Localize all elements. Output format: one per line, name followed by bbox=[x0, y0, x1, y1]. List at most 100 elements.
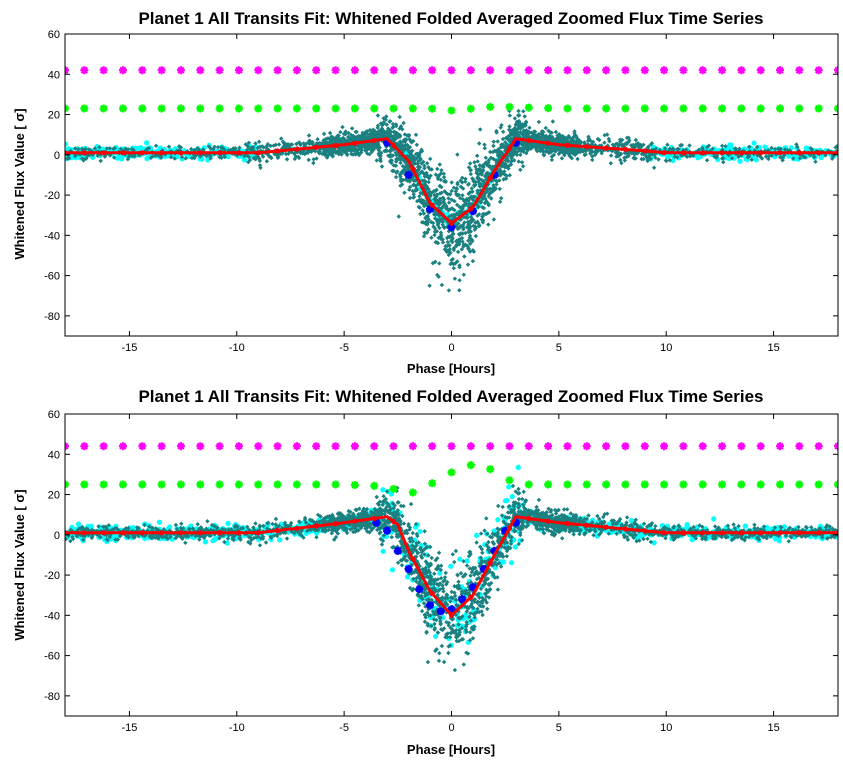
green-point bbox=[254, 480, 263, 489]
green-point bbox=[621, 104, 630, 113]
green-point bbox=[215, 480, 224, 489]
green-point bbox=[389, 484, 398, 493]
magenta-point bbox=[254, 66, 263, 75]
red-model-point bbox=[642, 528, 648, 534]
magenta-point bbox=[505, 66, 514, 75]
red-model-point bbox=[294, 525, 300, 531]
green-point bbox=[196, 480, 205, 489]
magenta-point bbox=[814, 442, 823, 451]
chart-title: Planet 1 All Transits Fit: Whitened Fold… bbox=[138, 9, 763, 28]
magenta-point bbox=[196, 442, 205, 451]
red-model-point bbox=[313, 144, 319, 150]
magenta-point bbox=[756, 442, 765, 451]
red-model-point bbox=[468, 206, 474, 212]
y-tick-label: -40 bbox=[44, 230, 60, 242]
red-model-point bbox=[333, 142, 339, 149]
red-model-point bbox=[217, 150, 223, 156]
magenta-point bbox=[428, 66, 437, 75]
magenta-point bbox=[99, 66, 108, 75]
magenta-point bbox=[312, 66, 321, 75]
green-point bbox=[350, 104, 359, 113]
magenta-point bbox=[505, 442, 514, 451]
magenta-point bbox=[679, 66, 688, 75]
green-point bbox=[737, 480, 746, 489]
red-model-point bbox=[584, 522, 590, 528]
x-tick-label: -10 bbox=[229, 342, 245, 354]
y-tick-label: -60 bbox=[44, 651, 60, 663]
green-point bbox=[563, 104, 572, 113]
red-model-point bbox=[81, 150, 87, 156]
red-model-point bbox=[429, 202, 435, 208]
x-tick-label: 5 bbox=[556, 722, 562, 734]
red-model-point bbox=[139, 150, 145, 156]
red-model-point bbox=[197, 150, 203, 156]
red-model-point bbox=[139, 530, 145, 536]
red-model-point bbox=[120, 530, 126, 536]
blue-series bbox=[372, 518, 520, 616]
x-tick-label: 15 bbox=[767, 342, 779, 354]
magenta-point bbox=[698, 442, 707, 451]
green-point bbox=[234, 480, 243, 489]
x-tick-label: 5 bbox=[556, 342, 562, 354]
green-point bbox=[331, 104, 340, 113]
x-tick-label: -10 bbox=[229, 722, 245, 734]
red-model-point bbox=[371, 137, 377, 144]
green-point bbox=[505, 102, 514, 111]
magenta-point bbox=[331, 66, 340, 75]
blue-point bbox=[383, 138, 392, 147]
red-model-point bbox=[236, 530, 242, 536]
magenta-point bbox=[254, 442, 263, 451]
red-model-point bbox=[120, 150, 126, 156]
blue-point bbox=[469, 207, 477, 216]
magenta-point bbox=[466, 442, 475, 451]
magenta-point bbox=[234, 66, 243, 75]
blue-point bbox=[383, 526, 392, 535]
green-point bbox=[80, 480, 89, 489]
y-tick-label: 20 bbox=[48, 490, 60, 502]
red-model-point bbox=[603, 524, 609, 530]
magenta-point bbox=[350, 66, 359, 75]
x-tick-label: -15 bbox=[121, 722, 137, 734]
red-model-point bbox=[796, 530, 803, 536]
green-point bbox=[138, 104, 147, 113]
blue-point bbox=[436, 607, 445, 616]
red-model-point bbox=[352, 518, 358, 524]
red-model-point bbox=[661, 530, 667, 536]
magenta-point bbox=[486, 442, 495, 451]
green-point bbox=[486, 465, 495, 474]
green-point bbox=[119, 104, 127, 113]
chart-title: Planet 1 All Transits Fit: Whitened Fold… bbox=[138, 387, 763, 406]
green-point bbox=[292, 104, 301, 113]
magenta-point bbox=[718, 66, 727, 75]
green-point bbox=[776, 480, 784, 489]
green-point bbox=[698, 480, 707, 489]
red-model-point bbox=[545, 140, 551, 146]
green-point bbox=[814, 480, 823, 489]
red-model-point bbox=[526, 515, 532, 522]
red-model-point bbox=[448, 612, 455, 618]
magenta-point bbox=[602, 442, 611, 451]
y-tick-label: -80 bbox=[44, 311, 60, 323]
red-model-point bbox=[159, 530, 165, 536]
y-tick-label: 60 bbox=[48, 29, 60, 41]
red-model-point bbox=[236, 150, 242, 156]
magenta-point bbox=[273, 442, 282, 451]
green-point bbox=[428, 479, 437, 488]
red-model-point bbox=[700, 150, 706, 156]
green-series bbox=[65, 461, 838, 497]
red-model-point bbox=[294, 146, 300, 152]
x-tick-label: -5 bbox=[339, 342, 349, 354]
green-point bbox=[157, 480, 166, 489]
green-point bbox=[698, 104, 707, 113]
red-model-point bbox=[255, 530, 261, 536]
y-tick-label: 40 bbox=[48, 69, 60, 81]
red-model-point bbox=[526, 137, 532, 144]
red-model-point bbox=[642, 148, 648, 154]
green-point bbox=[176, 104, 185, 113]
green-point bbox=[80, 104, 89, 113]
magenta-point bbox=[408, 66, 417, 75]
green-point bbox=[99, 104, 108, 113]
magenta-series bbox=[65, 442, 838, 451]
magenta-point bbox=[331, 442, 340, 451]
red-model-point bbox=[429, 591, 435, 597]
